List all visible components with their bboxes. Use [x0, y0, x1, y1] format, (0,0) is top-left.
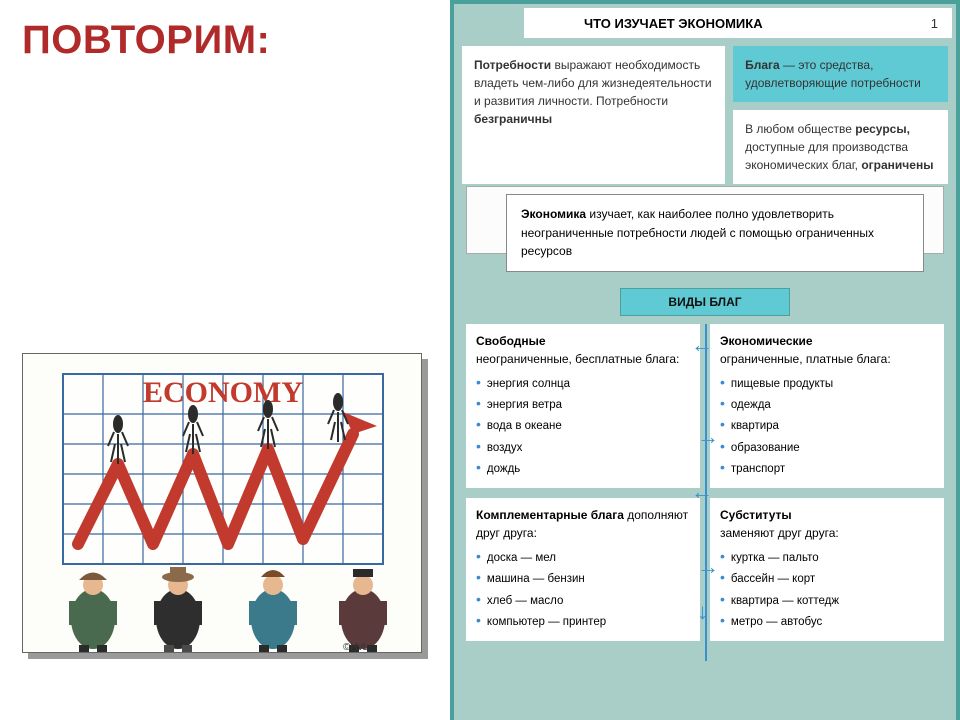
list-item: квартира — коттедж	[720, 589, 934, 610]
list-item: вода в океане	[476, 414, 690, 435]
list-item: энергия солнца	[476, 372, 690, 393]
card-free-goods: Свободныенеограниченные, бесплатные благ…	[466, 324, 700, 488]
card-needs: Потребности выражают необходимость владе…	[462, 46, 725, 184]
list-item: машина — бензин	[476, 567, 690, 588]
list-item: энергия ветра	[476, 393, 690, 414]
cartoon-banner-text: ECONOMY	[143, 376, 303, 409]
header-title: ЧТО ИЗУЧАЕТ ЭКОНОМИКА	[584, 16, 763, 31]
list-item: квартира	[720, 414, 934, 435]
economy-cartoon: ECONOMY	[22, 353, 422, 653]
list-item: компьютер — принтер	[476, 610, 690, 631]
complementary-list: доска — мел машина — бензин хлеб — масло…	[476, 546, 690, 631]
list-item: доска — мел	[476, 546, 690, 567]
list-item: образование	[720, 436, 934, 457]
card-complementary-goods: Комплементарные блага дополняют друг дру…	[466, 498, 700, 641]
card-economic-goods: Экономическиеограниченные, платные блага…	[710, 324, 944, 488]
list-item: пищевые продукты	[720, 372, 934, 393]
list-item: бассейн — корт	[720, 567, 934, 588]
list-item: воздух	[476, 436, 690, 457]
types-of-goods-label: ВИДЫ БЛАГ	[620, 288, 790, 316]
goods-grid: ← → ← → ↓ Свободныенеограниченные, беспл…	[454, 324, 956, 641]
substitute-list: куртка — пальто бассейн — корт квартира …	[720, 546, 934, 631]
page-number: 1	[931, 16, 944, 31]
list-item: метро — автобус	[720, 610, 934, 631]
card-substitute-goods: Субститутызаменяют друг друга: куртка — …	[710, 498, 944, 641]
free-goods-list: энергия солнца энергия ветра вода в океа…	[476, 372, 690, 478]
card-resources: В любом обществе ресурсы, доступные для …	[733, 110, 948, 184]
list-item: одежда	[720, 393, 934, 414]
card-economics: Экономика изучает, как наиболее полно уд…	[506, 194, 924, 272]
card-goods: Блага — это средства, удовлетворяющие по…	[733, 46, 948, 102]
list-item: транспорт	[720, 457, 934, 478]
slide-title: ПОВТОРИМ:	[22, 18, 440, 63]
economic-goods-list: пищевые продукты одежда квартира образов…	[720, 372, 934, 478]
infographic-header: ЧТО ИЗУЧАЕТ ЭКОНОМИКА 1	[524, 8, 952, 38]
infographic-panel: ЧТО ИЗУЧАЕТ ЭКОНОМИКА 1 Потребности выра…	[450, 0, 960, 720]
list-item: хлеб — масло	[476, 589, 690, 610]
cartoon-container: ECONOMY	[22, 353, 432, 663]
list-item: дождь	[476, 457, 690, 478]
list-item: куртка — пальто	[720, 546, 934, 567]
cartoon-credit: ©HvL	[343, 642, 369, 653]
